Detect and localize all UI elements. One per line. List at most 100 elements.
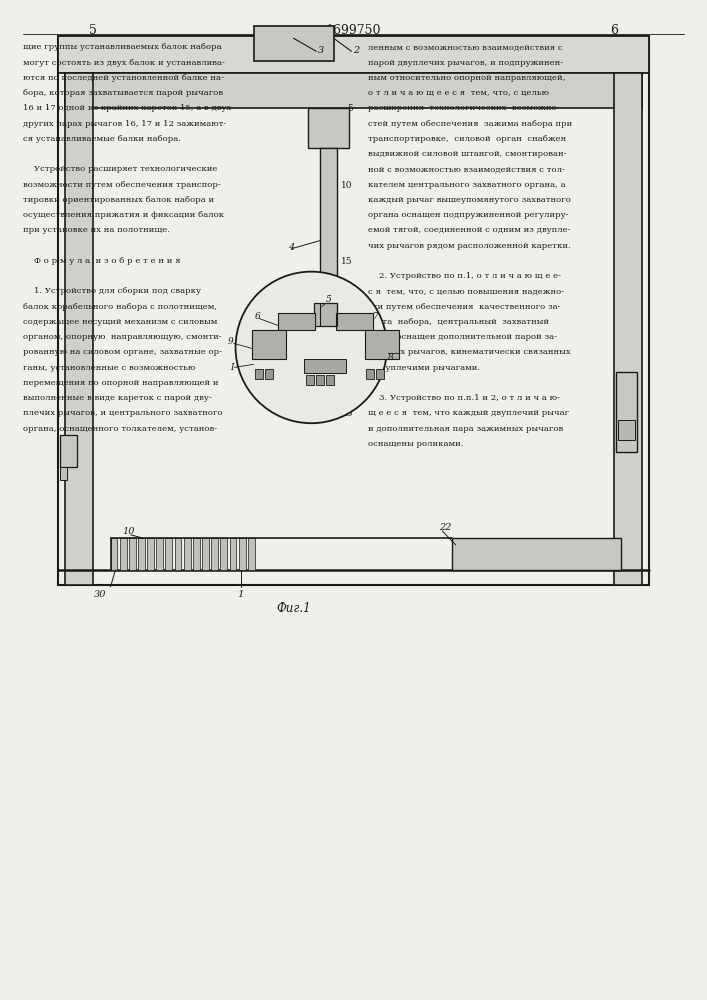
Bar: [165, 538, 173, 570]
Bar: [320, 148, 337, 303]
Bar: [60, 435, 77, 467]
Text: бора, которая захватывается парой рычагов: бора, которая захватывается парой рычаго…: [23, 89, 223, 97]
Bar: [230, 538, 236, 570]
Text: Ф о р м у л а  и з о б р е т е н и я: Ф о р м у л а и з о б р е т е н и я: [23, 257, 180, 265]
Bar: [110, 538, 117, 570]
Text: кателем центрального захватного органа, а: кателем центрального захватного органа, …: [368, 181, 565, 189]
Bar: [376, 369, 384, 379]
Bar: [138, 538, 145, 570]
Text: 2: 2: [353, 46, 359, 55]
Text: возможности путем обеспечения транспор-: возможности путем обеспечения транспор-: [23, 181, 221, 189]
Bar: [326, 375, 334, 385]
Text: 10: 10: [341, 181, 353, 190]
Bar: [119, 538, 127, 570]
Text: 16 и 17 одной из крайних кареток 15, а в двух: 16 и 17 одной из крайних кареток 15, а в…: [23, 104, 230, 112]
Text: 1. Устройство для сборки под сварку: 1. Устройство для сборки под сварку: [23, 287, 201, 295]
Bar: [316, 375, 324, 385]
Text: 25: 25: [341, 409, 353, 418]
Text: жимных рычагов, кинематически связанных: жимных рычагов, кинематически связанных: [368, 348, 571, 356]
Bar: [264, 369, 272, 379]
Text: орган оснащен дополнительной парой за-: орган оснащен дополнительной парой за-: [368, 333, 556, 341]
Text: 6: 6: [610, 24, 618, 37]
Text: сти путем обеспечения  качественного за-: сти путем обеспечения качественного за-: [368, 303, 560, 311]
Text: при установке их на полотнище.: при установке их на полотнище.: [23, 226, 170, 234]
Text: хвата  набора,  центральный  захватный: хвата набора, центральный захватный: [368, 318, 549, 326]
Text: 3. Устройство по п.п.1 и 2, о т л и ч а ю-: 3. Устройство по п.п.1 и 2, о т л и ч а …: [368, 394, 559, 402]
Text: рованную на силовом органе, захватные ор-: рованную на силовом органе, захватные ор…: [23, 348, 221, 356]
Text: расширения  технологических  возможно-: расширения технологических возможно-: [368, 104, 559, 112]
Text: 20: 20: [341, 333, 353, 342]
Bar: [452, 538, 621, 570]
Text: 15: 15: [341, 257, 353, 266]
Text: 2. Устройство по п.1, о т л и ч а ю щ е е-: 2. Устройство по п.1, о т л и ч а ю щ е …: [368, 272, 561, 280]
Bar: [65, 73, 93, 585]
Text: балок корабельного набора с полотнищем,: балок корабельного набора с полотнищем,: [23, 303, 216, 311]
Text: ются по последней установленной балке на-: ются по последней установленной балке на…: [23, 74, 223, 82]
Bar: [58, 36, 649, 73]
Bar: [129, 538, 136, 570]
Bar: [175, 538, 182, 570]
Text: выдвижной силовой штангой, смонтирован-: выдвижной силовой штангой, смонтирован-: [368, 150, 566, 158]
Text: 1: 1: [238, 590, 244, 599]
Text: плечих рычагов, и центрального захватного: плечих рычагов, и центрального захватног…: [23, 409, 222, 417]
Bar: [147, 538, 154, 570]
Text: 22: 22: [440, 523, 452, 532]
Bar: [65, 73, 642, 108]
Bar: [314, 303, 337, 326]
Text: 10: 10: [122, 527, 135, 536]
Bar: [614, 73, 642, 585]
Bar: [617, 372, 637, 452]
Text: могут состоять из двух балок и устанавлива-: могут состоять из двух балок и устанавли…: [23, 59, 224, 67]
Bar: [308, 108, 349, 148]
Bar: [336, 313, 373, 330]
Text: о т л и ч а ю щ е е с я  тем, что, с целью: о т л и ч а ю щ е е с я тем, что, с цель…: [368, 89, 549, 97]
Text: органа оснащен подпружиненной регулиру-: органа оснащен подпружиненной регулиру-: [368, 211, 568, 219]
Text: органом, опорную  направляющую, смонти-: органом, опорную направляющую, смонти-: [23, 333, 221, 341]
Text: парой двуплечих рычагов, и подпружинен-: парой двуплечих рычагов, и подпружинен-: [368, 59, 563, 67]
Text: 4: 4: [288, 243, 294, 252]
Text: ной с возможностью взаимодействия с тол-: ной с возможностью взаимодействия с тол-: [368, 165, 564, 173]
Bar: [58, 36, 649, 585]
Text: Устройство расширяет технологические: Устройство расширяет технологические: [23, 165, 217, 173]
Bar: [193, 538, 200, 570]
Text: Фиг.1: Фиг.1: [276, 602, 311, 615]
Text: 6: 6: [255, 312, 261, 321]
Bar: [221, 538, 227, 570]
Text: чих рычагов рядом расположенной каретки.: чих рычагов рядом расположенной каретки.: [368, 242, 571, 250]
Bar: [366, 369, 374, 379]
Bar: [365, 330, 399, 359]
Bar: [156, 538, 163, 570]
Text: органа, оснащенного толкателем, установ-: органа, оснащенного толкателем, установ-: [23, 425, 216, 433]
Text: с я  тем, что, с целью повышения надежно-: с я тем, что, с целью повышения надежно-: [368, 287, 563, 295]
Text: стей путем обеспечения  зажима набора при: стей путем обеспечения зажима набора при: [368, 120, 572, 128]
Bar: [304, 359, 346, 373]
Bar: [255, 369, 263, 379]
Text: ся устанавливаемые балки набора.: ся устанавливаемые балки набора.: [23, 135, 180, 143]
Text: щие группы устанавливаемых балок набора: щие группы устанавливаемых балок набора: [23, 43, 221, 51]
Text: и дополнительная пара зажимных рычагов: и дополнительная пара зажимных рычагов: [368, 425, 563, 433]
Bar: [278, 313, 315, 330]
Text: осуществления прижатия и фиксации балок: осуществления прижатия и фиксации балок: [23, 211, 223, 219]
Text: 9: 9: [228, 337, 234, 346]
Text: 5: 5: [89, 24, 97, 37]
Text: с двуплечими рычагами.: с двуплечими рычагами.: [368, 364, 480, 372]
Text: 5: 5: [325, 295, 331, 304]
Bar: [252, 330, 286, 359]
Text: каждый рычаг вышеупомянутого захватного: каждый рычаг вышеупомянутого захватного: [368, 196, 571, 204]
Text: оснащены роликами.: оснащены роликами.: [368, 440, 463, 448]
Text: 3: 3: [317, 46, 324, 55]
Bar: [60, 467, 67, 480]
Text: выполненные в виде кареток с парой дву-: выполненные в виде кареток с парой дву-: [23, 394, 211, 402]
Text: ным относительно опорной направляющей,: ным относительно опорной направляющей,: [368, 74, 565, 82]
Text: 5: 5: [347, 104, 353, 113]
Text: перемещения по опорной направляющей и: перемещения по опорной направляющей и: [23, 379, 218, 387]
Bar: [239, 538, 245, 570]
Text: ганы, установленные с возможностью: ганы, установленные с возможностью: [23, 364, 194, 372]
Text: 1699750: 1699750: [326, 24, 381, 37]
Text: 7: 7: [373, 312, 379, 321]
Bar: [254, 26, 334, 61]
Text: емой тягой, соединенной с одним из двупле-: емой тягой, соединенной с одним из двупл…: [368, 226, 570, 234]
Bar: [619, 420, 635, 440]
Text: ленным с возможностью взаимодействия с: ленным с возможностью взаимодействия с: [368, 43, 562, 51]
Text: содержащее несущий механизм с силовым: содержащее несущий механизм с силовым: [23, 318, 217, 326]
